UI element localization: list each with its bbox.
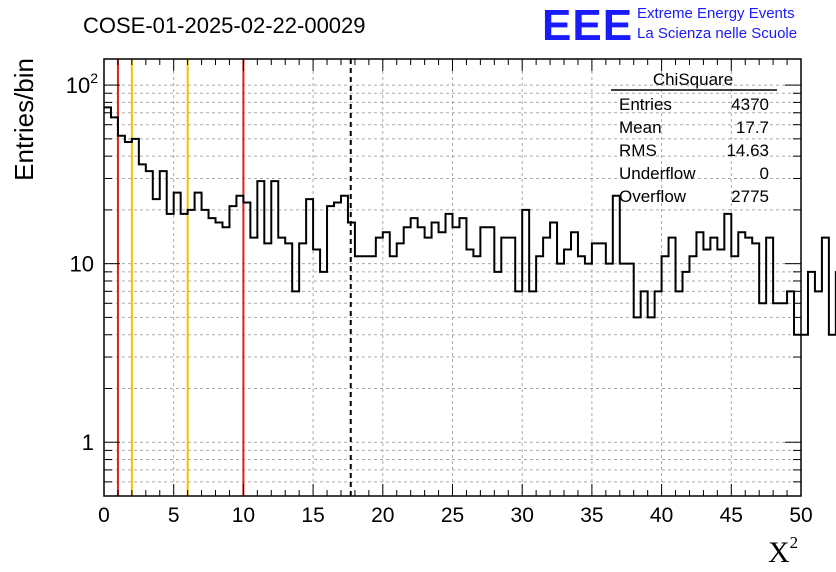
eee-logo: EEE Extreme Energy Events La Scienza nel… — [542, 1, 797, 50]
stats-row-value: 14.63 — [726, 141, 769, 160]
x-tick-label: 35 — [580, 504, 603, 527]
stats-row-label: Mean — [619, 118, 662, 137]
y-tick-label: 10 — [70, 252, 94, 277]
grid — [104, 59, 801, 496]
y-tick-label: 1 — [82, 430, 94, 455]
x-tick-label: 50 — [789, 504, 812, 527]
eee-logo-line1: Extreme Energy Events — [637, 5, 795, 22]
stats-row-label: Overflow — [619, 187, 687, 206]
axis-ticks — [103, 59, 802, 497]
x-tick-label: 30 — [511, 504, 534, 527]
stats-box-title: ChiSquare — [653, 70, 733, 89]
stats-row-label: Underflow — [619, 164, 696, 183]
eee-logo-mark: EEE — [542, 1, 633, 50]
x-tick-label: 5 — [168, 504, 180, 527]
y-tick-label: 102 — [66, 70, 98, 98]
y-tick-labels: 1 10 102 — [66, 70, 98, 455]
eee-logo-line2: La Scienza nelle Scuole — [637, 25, 797, 42]
stats-row-value: 2775 — [731, 187, 769, 206]
chart-title: COSE-01-2025-02-22-00029 — [83, 13, 366, 38]
x-tick-label: 25 — [441, 504, 464, 527]
stats-row-value: 17.7 — [736, 118, 769, 137]
x-tick-label: 10 — [232, 504, 255, 527]
x-axis-label: X2 — [768, 533, 798, 569]
stats-row-label: RMS — [619, 141, 657, 160]
stats-row-value: 0 — [760, 164, 769, 183]
x-tick-label: 20 — [371, 504, 394, 527]
x-axis-label-sup: 2 — [790, 533, 799, 552]
y-axis-label: Entries/bin — [9, 58, 39, 181]
histogram-line — [104, 106, 836, 336]
stats-box-rows: Entries 4370 Mean 17.7 RMS 14.63 Underflow 0 Ove… — [619, 95, 769, 206]
stats-box: ChiSquare Entries 4370 Mean 17.7 RMS 14.63 Und… — [611, 70, 777, 206]
x-tick-label: 0 — [98, 504, 110, 527]
x-tick-labels: 0 5 10 15 20 25 30 35 40 45 50 — [98, 504, 813, 527]
x-axis-label-main: X — [768, 536, 790, 569]
stats-row-label: Entries — [619, 95, 672, 114]
x-tick-label: 45 — [720, 504, 743, 527]
stats-row-value: 4370 — [731, 95, 769, 114]
x-tick-label: 15 — [301, 504, 324, 527]
x-tick-label: 40 — [650, 504, 673, 527]
